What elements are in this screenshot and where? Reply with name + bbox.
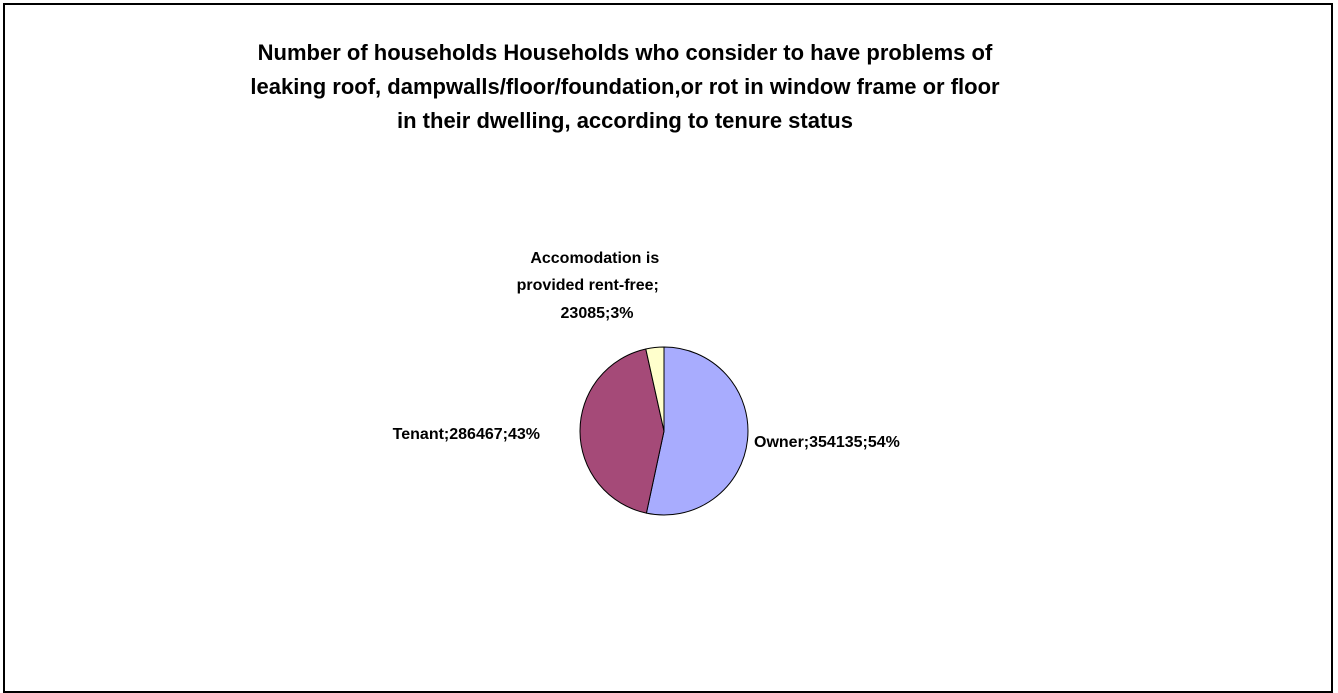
data-label-rent-free-line-1: Accomodation is (530, 250, 659, 267)
data-label-rent-free-line-3: 23085;3% (561, 305, 634, 322)
data-label-tenant: Tenant;286467;43% (393, 426, 540, 443)
pie-slice-rent-free (645, 346, 665, 432)
pie-slices (579, 346, 749, 516)
chart-title-line-1: Number of households Households who cons… (257, 40, 993, 65)
data-label-owner: Owner;354135;54% (754, 434, 900, 451)
data-label-owner-line-1: Owner;354135;54% (754, 434, 900, 451)
chart-title-line-3: in their dwelling, according to tenure s… (397, 108, 853, 133)
pie-labels: Owner;354135;54% Tenant;286467;43% Accom… (393, 250, 900, 451)
data-label-rent-free: Accomodation is provided rent-free; 2308… (517, 250, 664, 322)
pie-slice-owner (645, 346, 749, 516)
chart-title-line-2: leaking roof, dampwalls/floor/foundation… (250, 74, 1000, 99)
pie-slice-tenant (579, 348, 665, 514)
data-label-rent-free-line-2: provided rent-free; (517, 277, 659, 294)
chart-title: Number of households Households who cons… (0, 36, 1250, 138)
data-label-tenant-line-1: Tenant;286467;43% (393, 426, 540, 443)
